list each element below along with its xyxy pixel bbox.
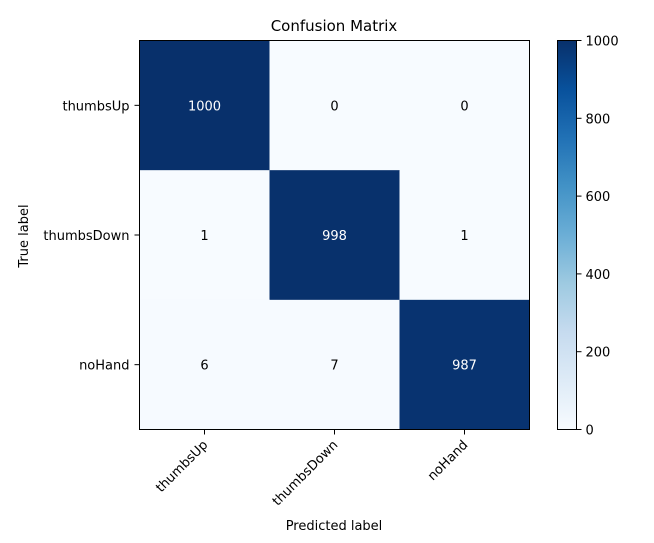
y-tick-label: thumbsDown [43,229,129,244]
y-tick-label: thumbsUp [62,99,129,114]
colorbar-tick-label: 800 [586,112,611,127]
y-axis-label: True label [17,204,32,268]
cell-value-label: 987 [452,359,477,374]
cell-value-label: 7 [330,359,338,374]
x-axis-label: Predicted label [286,519,383,534]
x-tick-label: thumbsDown [270,438,341,509]
colorbar-tick-label: 200 [586,346,611,361]
heatmap-cell [399,40,530,171]
chart-title: Confusion Matrix [271,17,398,35]
heatmap-cell [139,170,270,301]
cell-value-label: 1000 [188,99,221,114]
heatmap-cell [399,299,530,430]
colorbar-tick-label: 400 [586,268,611,283]
cell-value-label: 998 [322,229,347,244]
heatmap-cell [399,170,530,301]
x-tick-label: noHand [425,438,471,484]
cell-value-label: 0 [460,99,468,114]
heatmap-cells [139,40,530,430]
cell-value-label: 1 [200,229,208,244]
colorbar-tick-label: 0 [586,424,594,439]
cell-value-label: 1 [460,229,468,244]
heatmap-cell [269,299,400,430]
y-axis-ticks: thumbsUp thumbsDown noHand [43,99,140,374]
colorbar [557,40,577,430]
heatmap-cell [269,40,400,171]
heatmap-cell [139,40,270,171]
cell-value-label: 0 [330,99,338,114]
cell-value-label: 6 [200,359,208,374]
heatmap-cell [139,299,270,430]
y-tick-label: noHand [79,359,129,374]
x-tick-label: thumbsUp [153,438,211,496]
colorbar-tick-label: 600 [586,190,611,205]
heatmap-cell-labels: 1000 0 0 1 998 1 6 7 987 [188,99,477,373]
colorbar-tick-label: 1000 [586,35,619,50]
colorbar-ticks: 0 200 400 600 800 1000 [576,35,619,439]
heatmap-cell [269,170,400,301]
x-axis-ticks: thumbsUp thumbsDown noHand [153,429,471,509]
